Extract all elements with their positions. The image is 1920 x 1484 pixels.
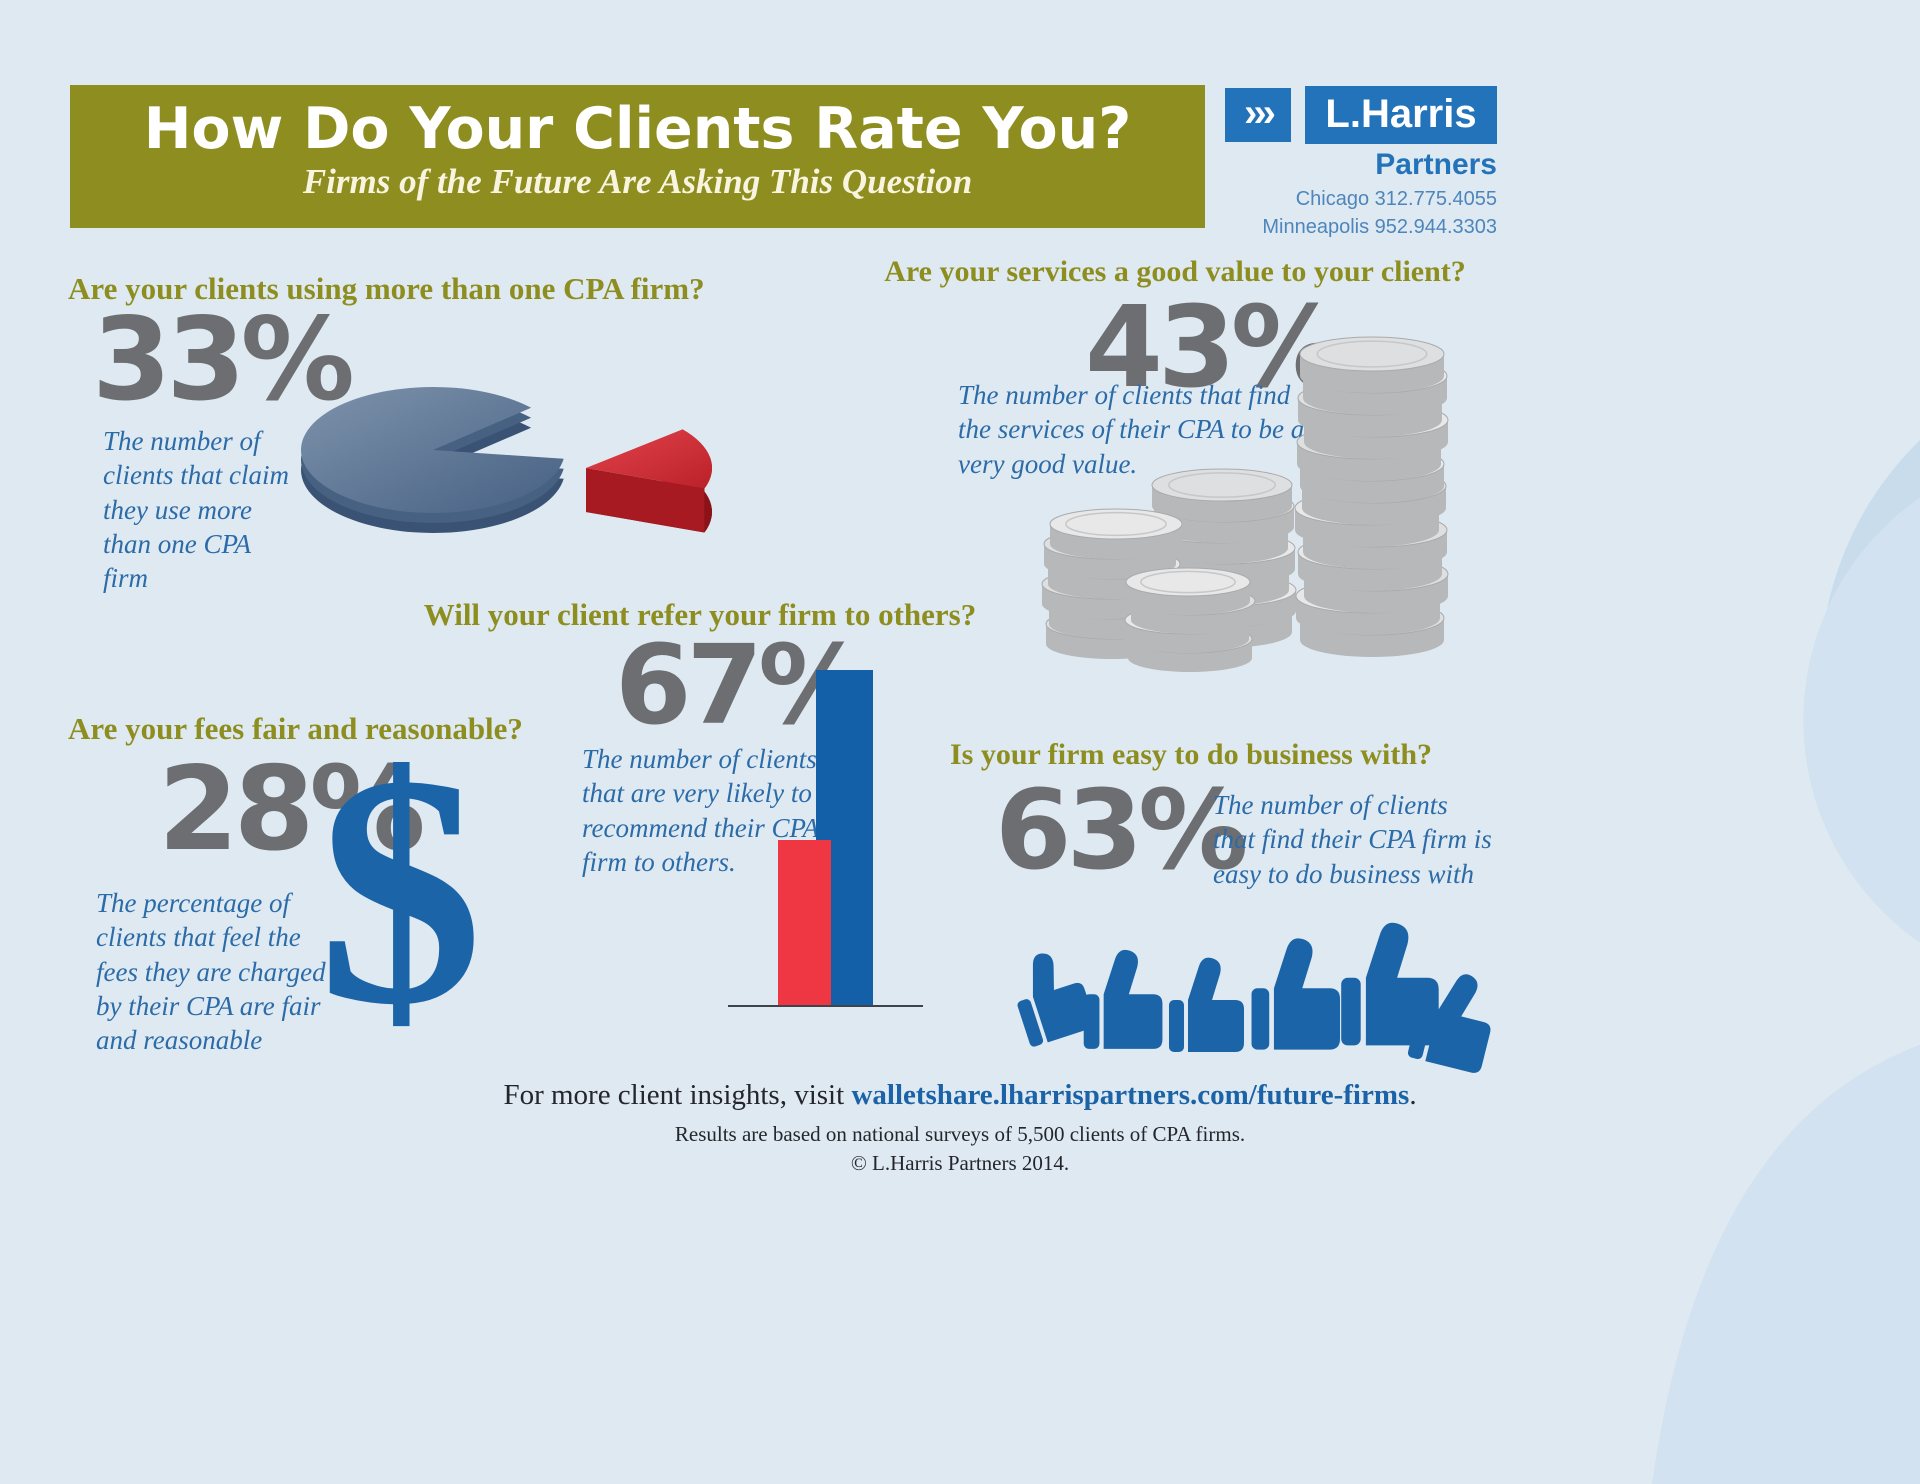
coin-stacks (1041, 336, 1449, 672)
stat-multiple-cpa: 33% (92, 293, 355, 426)
bar-red (778, 840, 831, 1005)
dollar-sign-icon: $ (318, 708, 483, 1073)
pie-chart (301, 386, 712, 533)
thumbs-up-icon (1083, 949, 1163, 1049)
footer: For more client insights, visit walletsh… (0, 1076, 1920, 1176)
section-heading-fees: Are your fees fair and reasonable? (68, 711, 523, 746)
thumbs-up-icon (1251, 938, 1341, 1050)
thumbs-up-icon (1169, 957, 1244, 1052)
footer-copyright: © L.Harris Partners 2014. (850, 1151, 1070, 1176)
thumbs-up-icon (1004, 943, 1097, 1048)
desc-refer: The number of clients that are very like… (582, 744, 819, 877)
title-banner: How Do Your Clients Rate You? Firms of t… (70, 85, 1205, 228)
chevrons-icon: ››› (1225, 88, 1291, 142)
stat-good-value: 43% (1085, 283, 1343, 413)
section-heading-easy-business: Is your firm easy to do business with? (950, 738, 1433, 771)
coin-stack (1124, 567, 1256, 672)
main-title: How Do Your Clients Rate You? (143, 96, 1132, 162)
contact-chicago: Chicago 312.775.4055 (1295, 188, 1497, 210)
bar-chart (728, 660, 923, 1007)
desc-good-value: The number of clients that find the serv… (958, 380, 1305, 479)
footer-insights-prefix: For more client insights, visit (503, 1079, 852, 1111)
section-heading-good-value: Are your services a good value to your c… (884, 255, 1466, 288)
coin-stack (1041, 508, 1183, 659)
section-heading-refer: Will your client refer your firm to othe… (423, 597, 977, 632)
footer-link[interactable]: walletshare.lharrispartners.com/future-f… (851, 1079, 1410, 1111)
contact-minneapolis: Minneapolis 952.944.3303 (1262, 216, 1497, 238)
bar-baseline (728, 1005, 923, 1007)
logo-name: L.Harris (1305, 86, 1497, 144)
footer-insights-suffix: . (1409, 1079, 1417, 1111)
stat-easy-business: 63% (995, 766, 1248, 894)
pie-red-segment (586, 429, 712, 533)
stat-fees: 28% (158, 742, 426, 877)
desc-multiple-cpa: The number of clients that claim they us… (103, 426, 289, 594)
coin-stack (1294, 336, 1449, 657)
section-heading-multiple-cpa: Are your clients using more than one CPA… (68, 271, 705, 306)
subtitle: Firms of the Future Are Asking This Ques… (302, 162, 973, 201)
footer-survey-note: Results are based on national surveys of… (674, 1122, 1246, 1147)
logo-block: ››› L.Harris Partners Chicago 312.775.40… (1225, 86, 1497, 238)
pie-blue-segment (301, 386, 564, 533)
footer-insights-line: For more client insights, visit walletsh… (0, 1076, 1920, 1115)
person-silhouette (1589, 449, 1920, 1484)
desc-easy-business: The number of clients that find their CP… (1213, 790, 1492, 889)
thumbs-up-row (1004, 922, 1503, 1075)
logo-partners: Partners (1375, 148, 1497, 181)
desc-fees: The percentage of clients that feel the … (96, 888, 326, 1056)
